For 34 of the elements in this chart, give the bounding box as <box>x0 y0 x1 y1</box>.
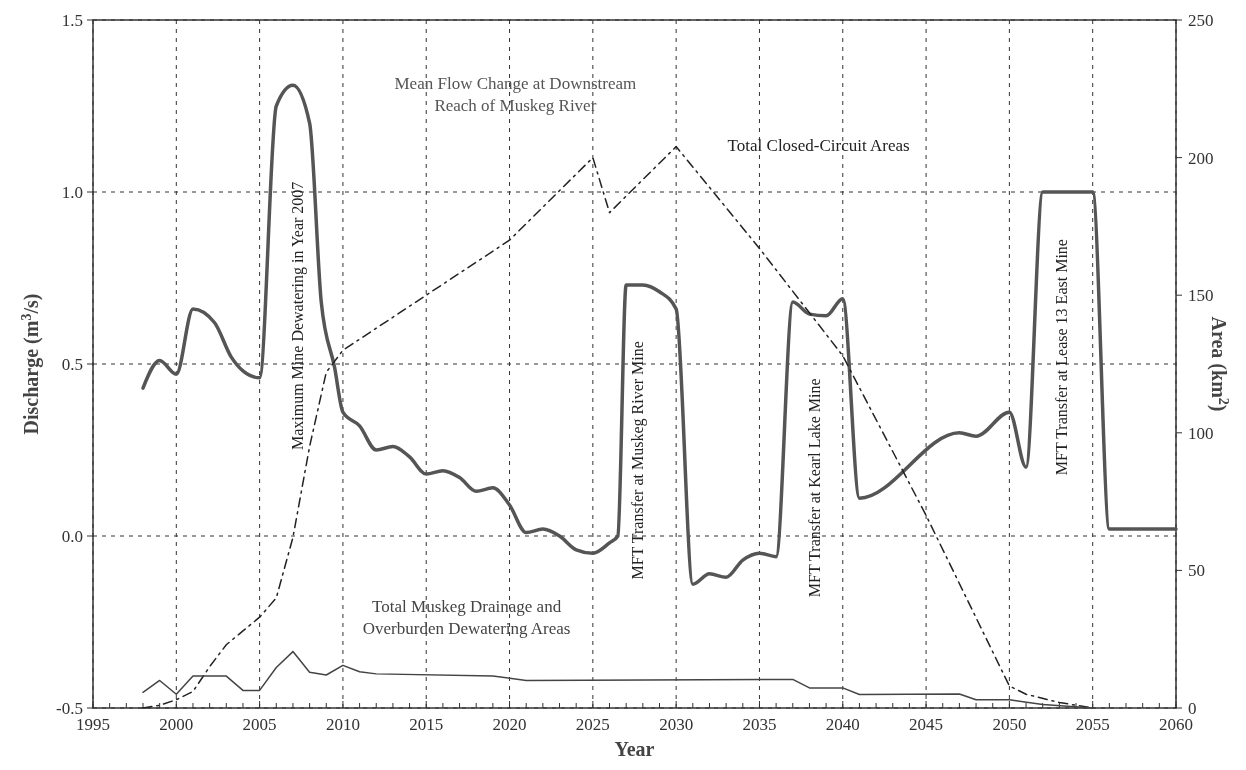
y2-tick-label: 0 <box>1188 699 1197 718</box>
annotation: MFT Transfer at Kearl Lake Mine <box>806 378 824 598</box>
x-tick-label: 2060 <box>1159 715 1193 734</box>
y-tick-label: -0.5 <box>56 699 83 718</box>
line-series <box>142 650 1094 709</box>
x-tick-label: 2015 <box>409 715 444 734</box>
x-tick-label: 2030 <box>659 715 694 734</box>
x-axis-title: Year <box>614 738 655 760</box>
y2-tick-label: 250 <box>1188 11 1214 30</box>
x-tick-label: 1995 <box>76 715 110 734</box>
y-tick-label: 0.0 <box>61 527 83 546</box>
x-tick-label: 2055 <box>1075 715 1110 734</box>
x-tick-label: 2050 <box>992 715 1027 734</box>
y-tick-label: 1.5 <box>61 11 83 30</box>
y-tick-label: 1.0 <box>61 183 83 202</box>
x-tick-label: 2010 <box>325 715 360 734</box>
annotation: MFT Transfer at Muskeg River Mine <box>628 341 647 580</box>
y2-tick-label: 150 <box>1188 286 1214 306</box>
y2-tick-label: 100 <box>1188 423 1214 443</box>
x-tick-label: 2040 <box>825 715 860 734</box>
y2-tick-label: 200 <box>1188 148 1214 168</box>
x-tick-label: 2025 <box>575 715 610 734</box>
x-tick-label: 2020 <box>492 715 527 734</box>
x-tick-label: 2045 <box>909 715 944 734</box>
x-tick-label: 2035 <box>742 715 777 734</box>
y-tick-label: 0.5 <box>61 355 83 374</box>
text: Mean Flow Change at Downstream Reach of Muskeg River <box>394 73 637 115</box>
series-label: Total Muskeg Drainage and Overburden Dewatering Areas <box>362 596 571 638</box>
annotation: MFT Transfer at Lease 13 East Mine <box>1053 239 1071 476</box>
y2-tick-label: 50 <box>1188 561 1205 581</box>
text: Total Closed-Circuit Areas <box>727 135 910 155</box>
annotation: Maximum Mine Dewatering in Year 2007 <box>288 181 307 451</box>
x-tick-label: 2005 <box>242 715 277 734</box>
x-tick-label: 2000 <box>159 715 194 734</box>
